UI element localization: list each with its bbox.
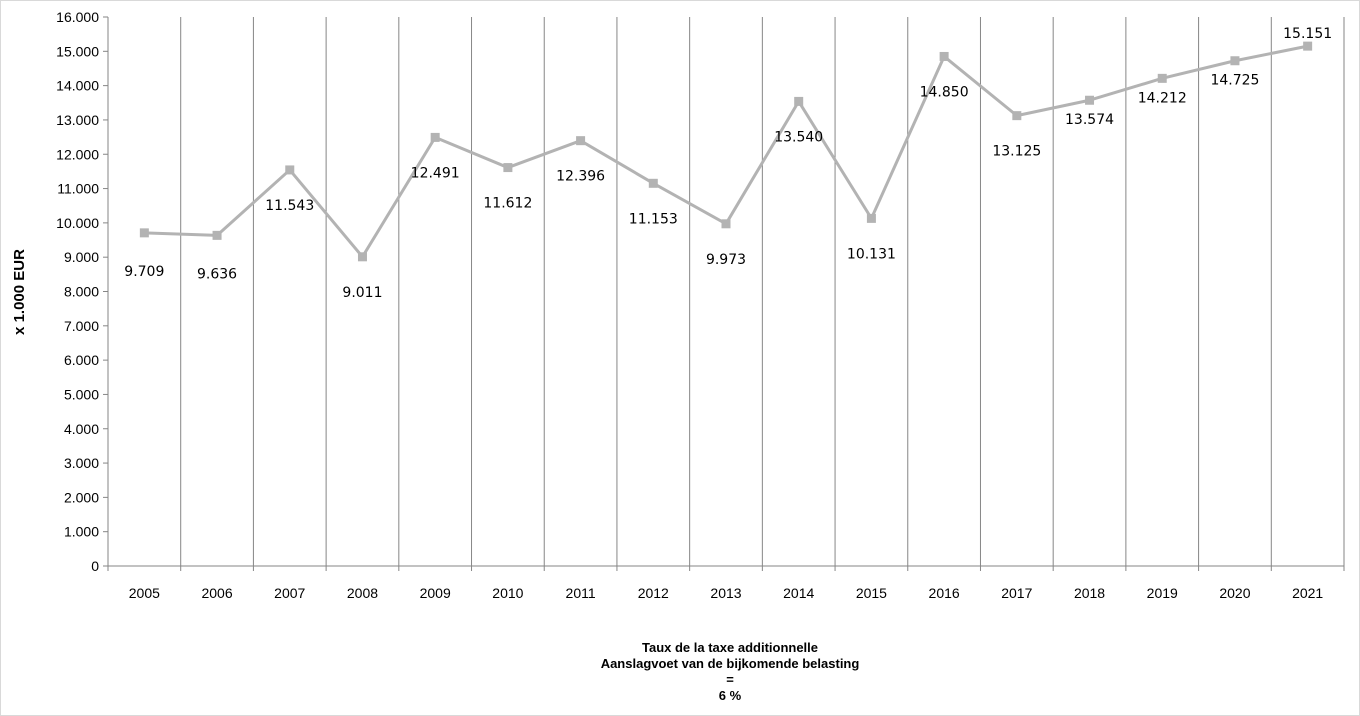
y-tick-label: 8.000 bbox=[64, 284, 99, 300]
data-point bbox=[866, 213, 876, 223]
y-tick-label: 12.000 bbox=[56, 146, 99, 162]
y-tick-label: 14.000 bbox=[56, 78, 99, 94]
data-point bbox=[1012, 111, 1022, 121]
data-label: 14.212 bbox=[1138, 90, 1187, 106]
y-tick-labels: 0 1.000 2.000 3.000 4.000 5.000 6.000 7.000 8.00… bbox=[56, 9, 99, 574]
data-label: 11.543 bbox=[265, 198, 314, 214]
data-label: 10.131 bbox=[847, 246, 896, 262]
x-tick-label: 2019 bbox=[1147, 585, 1178, 601]
x-tick-label: 2016 bbox=[929, 585, 960, 601]
y-tick-label: 9.000 bbox=[64, 249, 99, 265]
note-line-2: Aanslagvoet van de bijkomende belasting bbox=[600, 656, 860, 671]
data-label: 12.396 bbox=[556, 169, 605, 185]
y-tick-label: 3.000 bbox=[64, 455, 99, 471]
x-tick-label: 2009 bbox=[420, 585, 451, 601]
y-tick-label: 13.000 bbox=[56, 112, 99, 128]
data-point bbox=[285, 165, 295, 175]
data-point bbox=[1085, 95, 1095, 105]
data-label: 14.850 bbox=[920, 84, 969, 100]
data-label: 9.709 bbox=[124, 264, 164, 280]
x-tick-label: 2021 bbox=[1292, 585, 1323, 601]
data-point bbox=[212, 230, 222, 240]
x-tick-label: 2007 bbox=[274, 585, 305, 601]
x-tick-label: 2005 bbox=[129, 585, 160, 601]
data-point bbox=[576, 136, 586, 146]
y-tick-label: 2.000 bbox=[64, 489, 99, 505]
y-tick-label: 10.000 bbox=[56, 215, 99, 231]
data-label: 13.540 bbox=[774, 129, 823, 145]
x-tick-label: 2010 bbox=[492, 585, 523, 601]
note-line-1: Taux de la taxe additionnelle bbox=[641, 640, 819, 655]
axes bbox=[103, 16, 1345, 571]
y-axis-label: x 1.000 EUR bbox=[11, 249, 28, 335]
data-label: 11.612 bbox=[483, 196, 532, 212]
data-label: 9.636 bbox=[197, 266, 237, 282]
y-tick-label: 16.000 bbox=[56, 9, 99, 25]
y-tick-label: 1.000 bbox=[64, 524, 99, 540]
x-tick-label: 2017 bbox=[1001, 585, 1032, 601]
y-tick-label: 5.000 bbox=[64, 386, 99, 402]
data-point bbox=[139, 228, 149, 238]
x-tick-label: 2014 bbox=[783, 585, 814, 601]
x-tick-label: 2012 bbox=[638, 585, 669, 601]
data-point bbox=[1230, 56, 1240, 66]
y-tick-label: 11.000 bbox=[57, 181, 99, 197]
data-label: 12.491 bbox=[411, 165, 460, 181]
data-label: 14.725 bbox=[1210, 73, 1259, 89]
data-label: 11.153 bbox=[629, 211, 678, 227]
data-point bbox=[939, 51, 949, 61]
data-label: 15.151 bbox=[1283, 26, 1332, 42]
series bbox=[139, 41, 1313, 262]
x-tick-label: 2008 bbox=[347, 585, 378, 601]
x-tick-labels: 2005 2006 2007 2008 2009 2010 2011 2012 2013 2014… bbox=[129, 585, 1324, 601]
note-line-3: = bbox=[726, 672, 734, 687]
data-label: 9.011 bbox=[342, 285, 382, 301]
y-tick-label: 7.000 bbox=[64, 318, 99, 334]
note-line-4: 6 % bbox=[718, 688, 742, 703]
y-tick-label: 0 bbox=[91, 558, 99, 574]
data-point bbox=[794, 96, 804, 106]
y-tick-label: 15.000 bbox=[56, 43, 99, 59]
data-point bbox=[721, 219, 731, 229]
data-point bbox=[1157, 73, 1167, 83]
x-tick-label: 2015 bbox=[856, 585, 887, 601]
x-tick-label: 2011 bbox=[566, 585, 596, 601]
data-label: 13.125 bbox=[992, 144, 1041, 160]
data-point bbox=[648, 178, 658, 188]
y-tick-label: 4.000 bbox=[64, 421, 99, 437]
x-tick-label: 2020 bbox=[1219, 585, 1250, 601]
y-tick-label: 6.000 bbox=[64, 352, 99, 368]
x-tick-label: 2013 bbox=[710, 585, 741, 601]
x-tick-label: 2006 bbox=[201, 585, 232, 601]
data-point bbox=[503, 163, 513, 173]
data-point bbox=[1303, 41, 1313, 51]
data-point bbox=[357, 252, 367, 262]
data-label: 13.574 bbox=[1065, 112, 1114, 128]
x-tick-label: 2018 bbox=[1074, 585, 1105, 601]
data-labels: 9.709 9.636 11.543 9.011 12.491 11.612 12.396 1… bbox=[124, 26, 1332, 301]
data-point bbox=[430, 132, 440, 142]
data-label: 9.973 bbox=[706, 252, 746, 268]
